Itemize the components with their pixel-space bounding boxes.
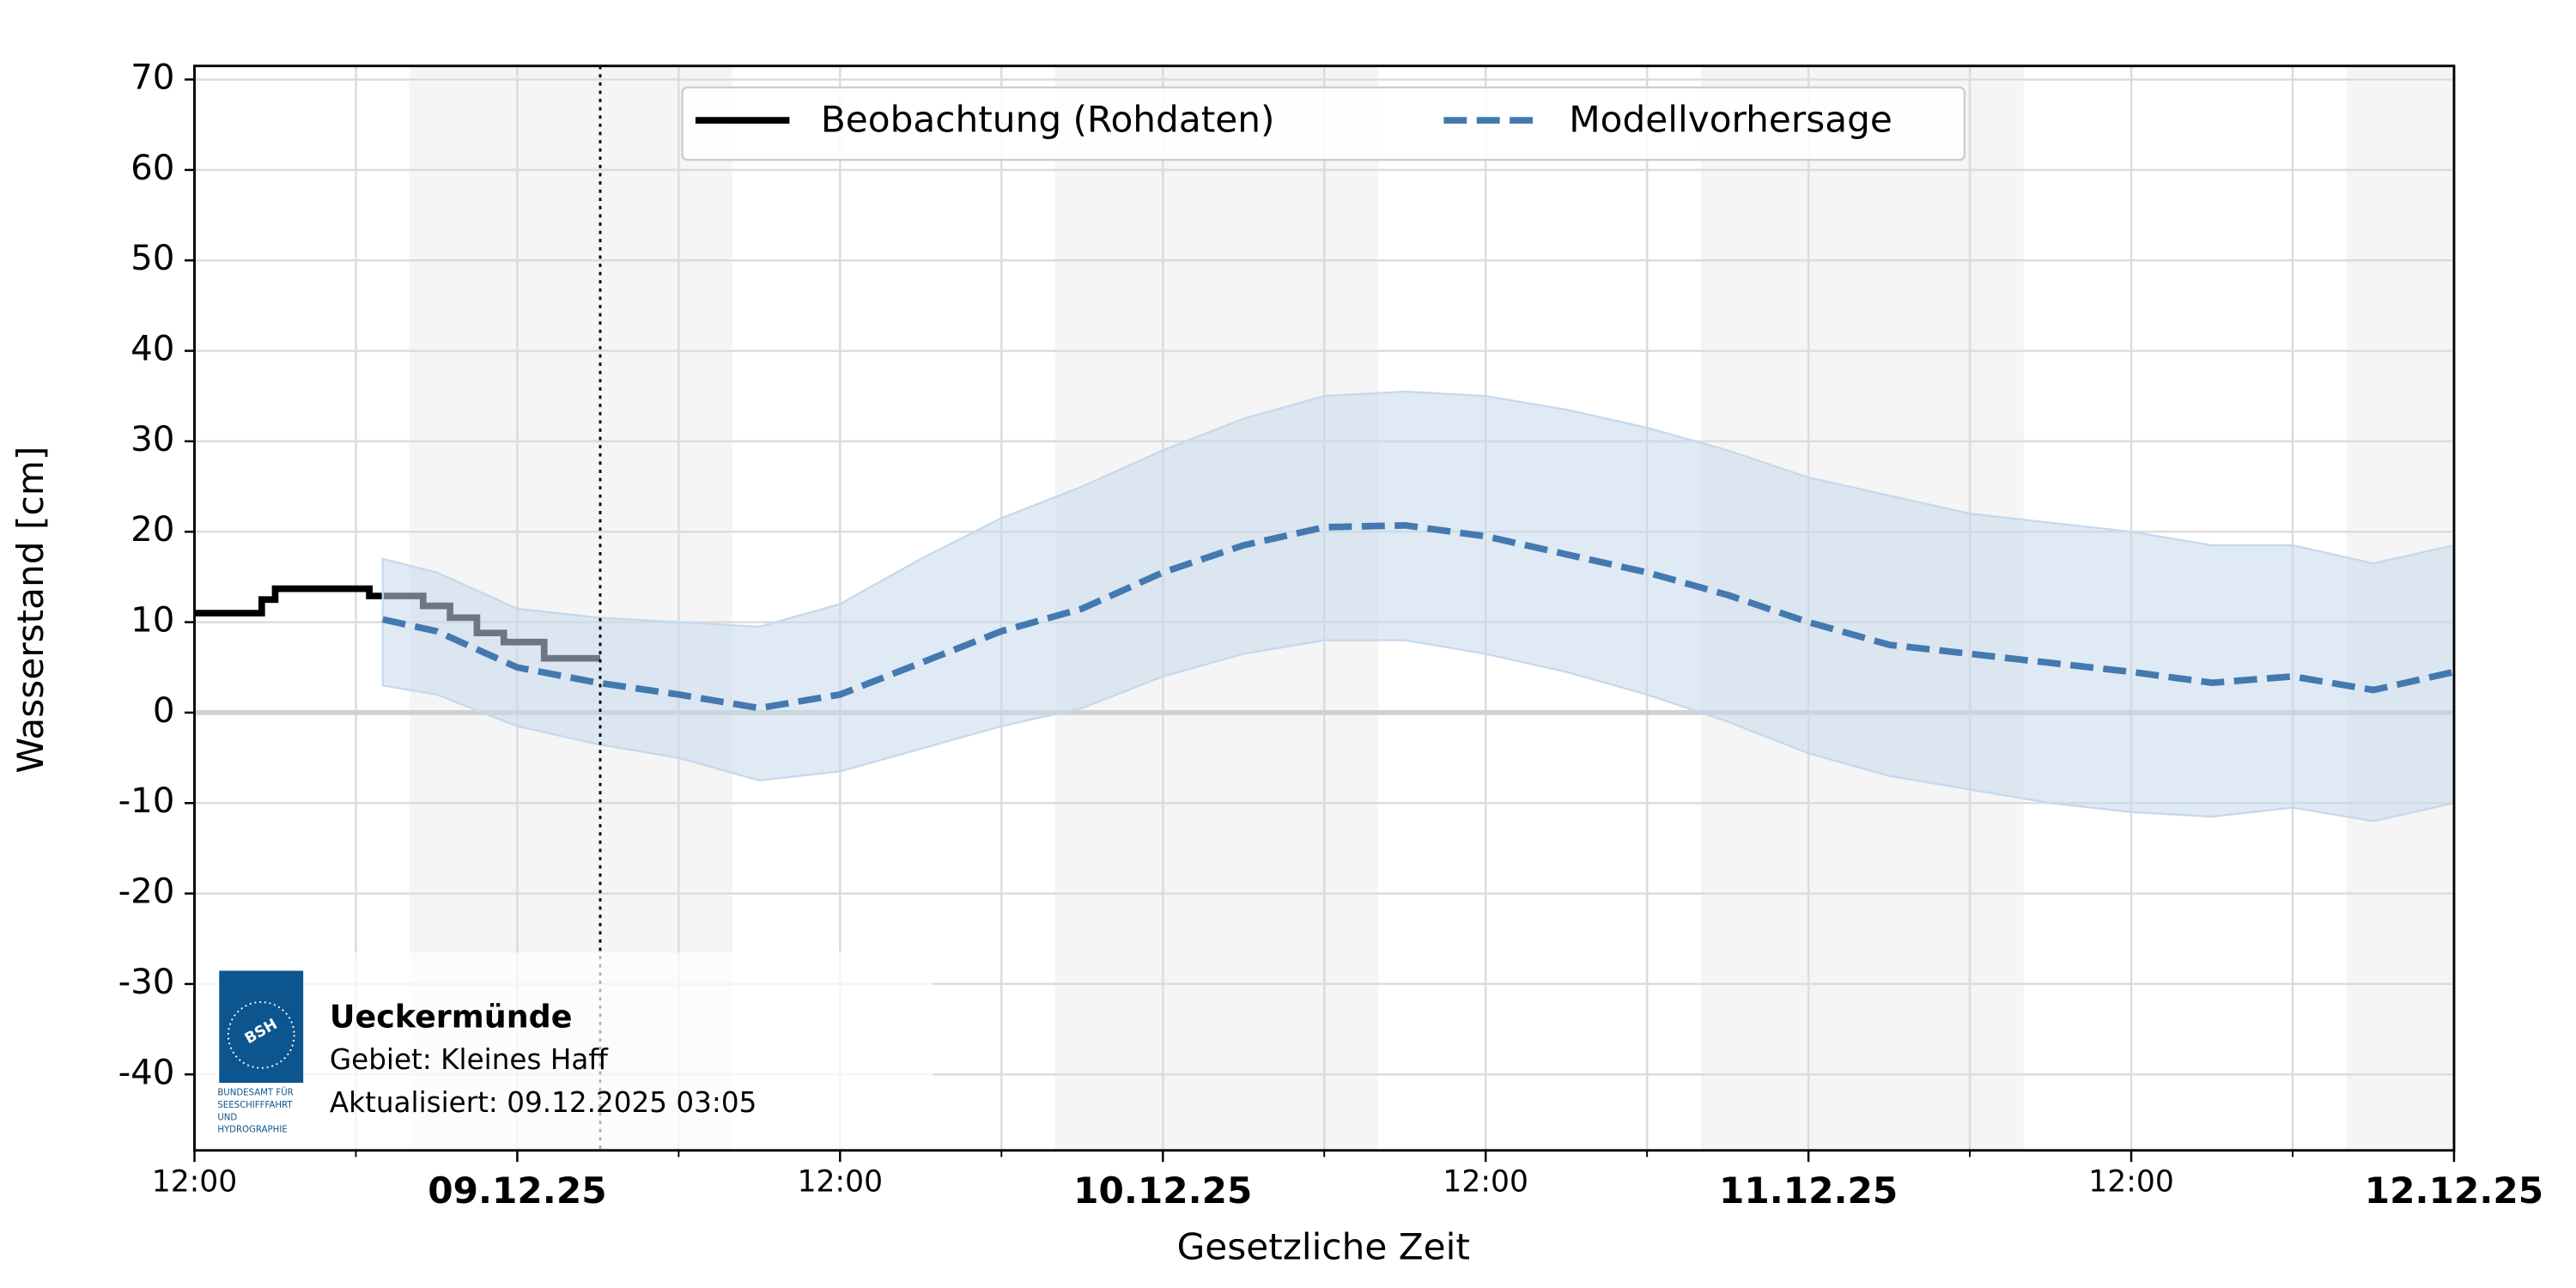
area-name: Gebiet: Kleines Haff — [330, 1043, 609, 1076]
y-tick-label: -40 — [118, 1052, 175, 1092]
x-tick-label: 12.12.25 — [2365, 1170, 2543, 1212]
logo-ring — [227, 1001, 295, 1069]
legend: Beobachtung (Rohdaten) Modellvorhersage — [681, 86, 1966, 161]
x-tick-label: 09.12.25 — [428, 1170, 606, 1212]
legend-frame — [681, 86, 1966, 161]
y-tick-label: 20 — [131, 509, 174, 550]
x-tick-label: 10.12.25 — [1073, 1170, 1252, 1212]
y-tick-label: 60 — [131, 148, 174, 188]
plot-area — [194, 390, 2454, 823]
logo-text: HYDROGRAPHIE — [217, 1126, 287, 1135]
uncertainty-band — [381, 390, 2454, 823]
y-tick-label: 30 — [131, 419, 174, 459]
x-tick-label: 12:00 — [798, 1165, 884, 1200]
y-tick-label: 40 — [131, 329, 174, 369]
logo-text: BUNDESAMT FÜR — [217, 1087, 293, 1098]
y-tick-label: 0 — [153, 690, 175, 731]
info-box-bg — [196, 952, 933, 1149]
logo-text: SEESCHIFFFAHRT — [217, 1101, 293, 1110]
x-tick-label: 12:00 — [2088, 1165, 2174, 1200]
x-tick-label: 12:00 — [152, 1165, 238, 1200]
y-tick-label: 70 — [131, 58, 174, 98]
updated-time: Aktualisiert: 09.12.2025 03:05 — [330, 1086, 756, 1119]
x-tick-label: 11.12.25 — [1719, 1170, 1898, 1212]
series-line — [381, 522, 2454, 712]
y-axis-label: Wasserstand [cm] — [9, 447, 52, 774]
x-tick-label: 12:00 — [1443, 1165, 1528, 1200]
legend-label: Modellvorhersage — [1569, 99, 1893, 141]
y-tick-label: -30 — [118, 962, 175, 1002]
y-tick-label: -10 — [118, 781, 175, 821]
x-axis-label: Gesetzliche Zeit — [1177, 1225, 1470, 1267]
legend-label: Beobachtung (Rohdaten) — [821, 99, 1275, 141]
logo-text: UND — [217, 1113, 237, 1122]
station-name: Ueckermünde — [330, 999, 573, 1036]
logo-bg — [219, 970, 304, 1084]
y-tick-label: 10 — [131, 600, 174, 641]
y-tick-label: -20 — [118, 872, 175, 912]
y-tick-label: 50 — [131, 238, 174, 278]
